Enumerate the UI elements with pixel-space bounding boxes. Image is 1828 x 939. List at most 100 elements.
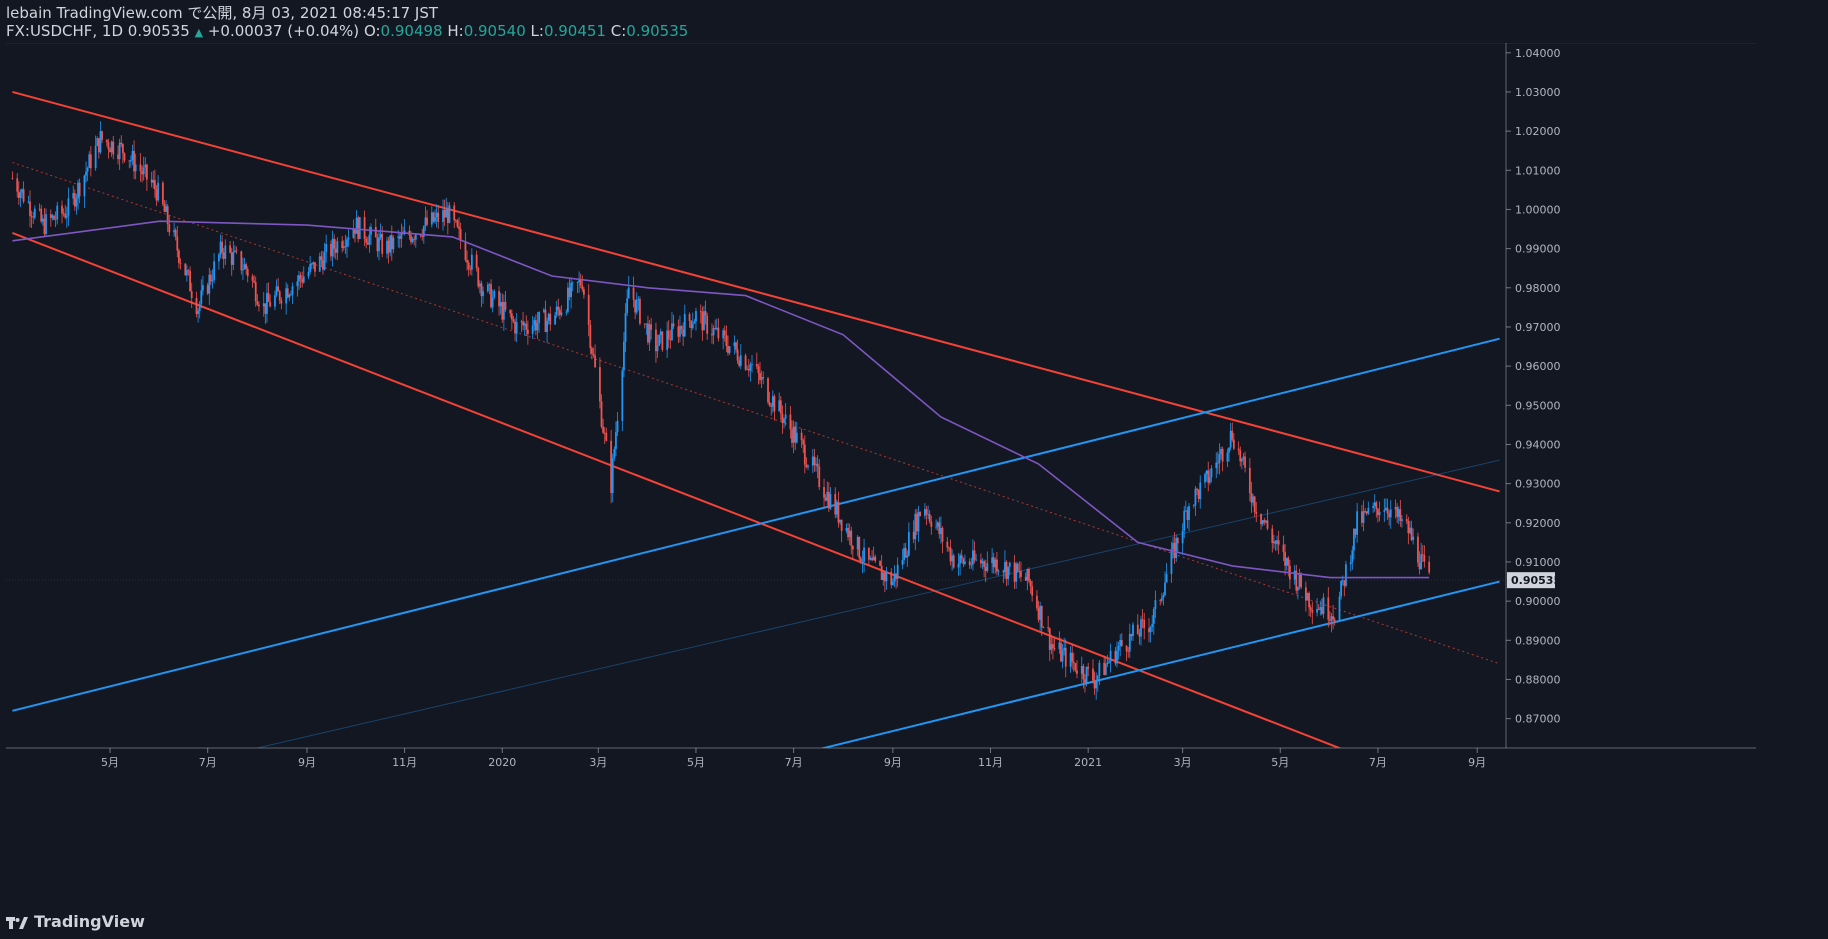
candle-body <box>1109 650 1112 662</box>
candle-body <box>1208 477 1211 483</box>
candle-body <box>314 262 316 272</box>
candle-body <box>402 233 404 235</box>
candle-body <box>1341 580 1344 582</box>
candle-body <box>1047 627 1050 629</box>
candle-body <box>110 141 113 153</box>
candle-body <box>925 509 928 515</box>
candle-body <box>432 212 435 222</box>
candle-body <box>829 493 832 509</box>
candle-body <box>703 311 705 331</box>
candle-body <box>863 547 865 562</box>
candle-body <box>839 519 841 523</box>
candle-body <box>778 400 781 412</box>
candle-body <box>1092 668 1094 681</box>
candle-body <box>434 217 436 222</box>
candle-body <box>1420 554 1423 570</box>
candle-body <box>1264 520 1267 523</box>
candle-body <box>957 563 960 568</box>
candle-body <box>448 205 451 223</box>
trendline-lower-blue[interactable] <box>816 580 1500 750</box>
candle-body <box>1138 634 1141 637</box>
candle-body <box>275 286 278 296</box>
candle-body <box>613 448 616 459</box>
candle-body <box>1378 511 1381 516</box>
candle-body <box>951 555 954 562</box>
candle-body <box>570 282 573 298</box>
candle-body <box>520 321 523 323</box>
candle-body <box>935 526 937 528</box>
candle-body <box>923 509 926 516</box>
candle-body <box>1050 644 1053 650</box>
candle-body <box>1228 447 1230 453</box>
candle-body <box>1252 496 1254 503</box>
candle-body <box>648 324 651 343</box>
candle-body <box>964 561 966 564</box>
candle-body <box>301 278 304 283</box>
candle-body <box>414 234 417 240</box>
candle-body <box>984 567 987 571</box>
candle-body <box>627 287 630 299</box>
candle-body <box>285 288 288 304</box>
candle-body <box>446 209 449 223</box>
candle-body <box>470 254 473 270</box>
tradingview-logo[interactable]: TradingView <box>6 912 145 931</box>
y-tick-label: 1.00000 <box>1515 203 1561 216</box>
candle-body <box>845 527 848 531</box>
candle-body <box>277 286 280 292</box>
candle-body <box>299 275 302 279</box>
y-tick-label: 1.04000 <box>1515 47 1561 60</box>
candle-body <box>747 369 750 371</box>
candle-body <box>61 205 63 214</box>
candle-body <box>907 531 910 556</box>
candle-body <box>959 555 962 564</box>
candle-body <box>773 396 776 412</box>
candle-body <box>893 573 896 582</box>
candle-body <box>118 142 121 160</box>
candle-body <box>1095 681 1098 689</box>
candle-body <box>983 561 986 568</box>
y-tick-label: 0.87000 <box>1515 713 1561 726</box>
trendline-lower-red[interactable] <box>12 232 1344 750</box>
candle-body <box>602 426 605 433</box>
trendline-middle-blue[interactable] <box>257 459 1500 748</box>
candle-body <box>459 228 462 242</box>
candle-body <box>523 323 526 326</box>
candle-body <box>251 276 254 281</box>
moving-average-line[interactable] <box>12 220 1430 579</box>
trendline-upper-red[interactable] <box>12 90 1500 493</box>
candle-body <box>1375 502 1378 509</box>
candle-body <box>177 250 180 263</box>
candle-body <box>1204 474 1206 483</box>
candle-body <box>1108 661 1110 663</box>
candle-body <box>200 290 203 304</box>
candle-body <box>208 274 211 294</box>
candle-body <box>161 182 164 204</box>
candle-body <box>129 159 132 162</box>
candle-body <box>980 559 982 564</box>
candle-body <box>1149 626 1152 633</box>
candle-body <box>379 233 382 238</box>
price-chart[interactable]: 0.87000 0.88000 0.89000 0.90000 0.91000 0.920… <box>6 43 1756 872</box>
candle-body <box>589 324 592 349</box>
candle-body <box>166 206 169 225</box>
candle-body <box>856 536 859 550</box>
chart-frame[interactable]: 0.87000 0.88000 0.89000 0.90000 0.91000 0.920… <box>6 43 1756 872</box>
candle-body <box>133 150 135 172</box>
candle-body <box>1373 502 1376 506</box>
candle-body <box>1399 509 1402 521</box>
chart-header: lebain TradingView.com で公開, 8月 03, 2021 … <box>6 4 688 42</box>
candle-body <box>378 237 380 252</box>
candle-body <box>1389 509 1392 518</box>
candle-body <box>1239 450 1242 462</box>
trendline-middle-red[interactable] <box>12 161 1500 665</box>
candle-body <box>1136 624 1139 635</box>
candle-body <box>1365 511 1368 514</box>
candle-body <box>318 256 321 272</box>
candle-body <box>1160 597 1163 601</box>
candle-body <box>1165 574 1168 583</box>
candle-body <box>150 179 153 183</box>
candle-body <box>352 229 355 238</box>
trendline-upper-blue[interactable] <box>12 337 1500 712</box>
candle-body <box>155 189 158 201</box>
candle-body <box>1181 530 1184 544</box>
